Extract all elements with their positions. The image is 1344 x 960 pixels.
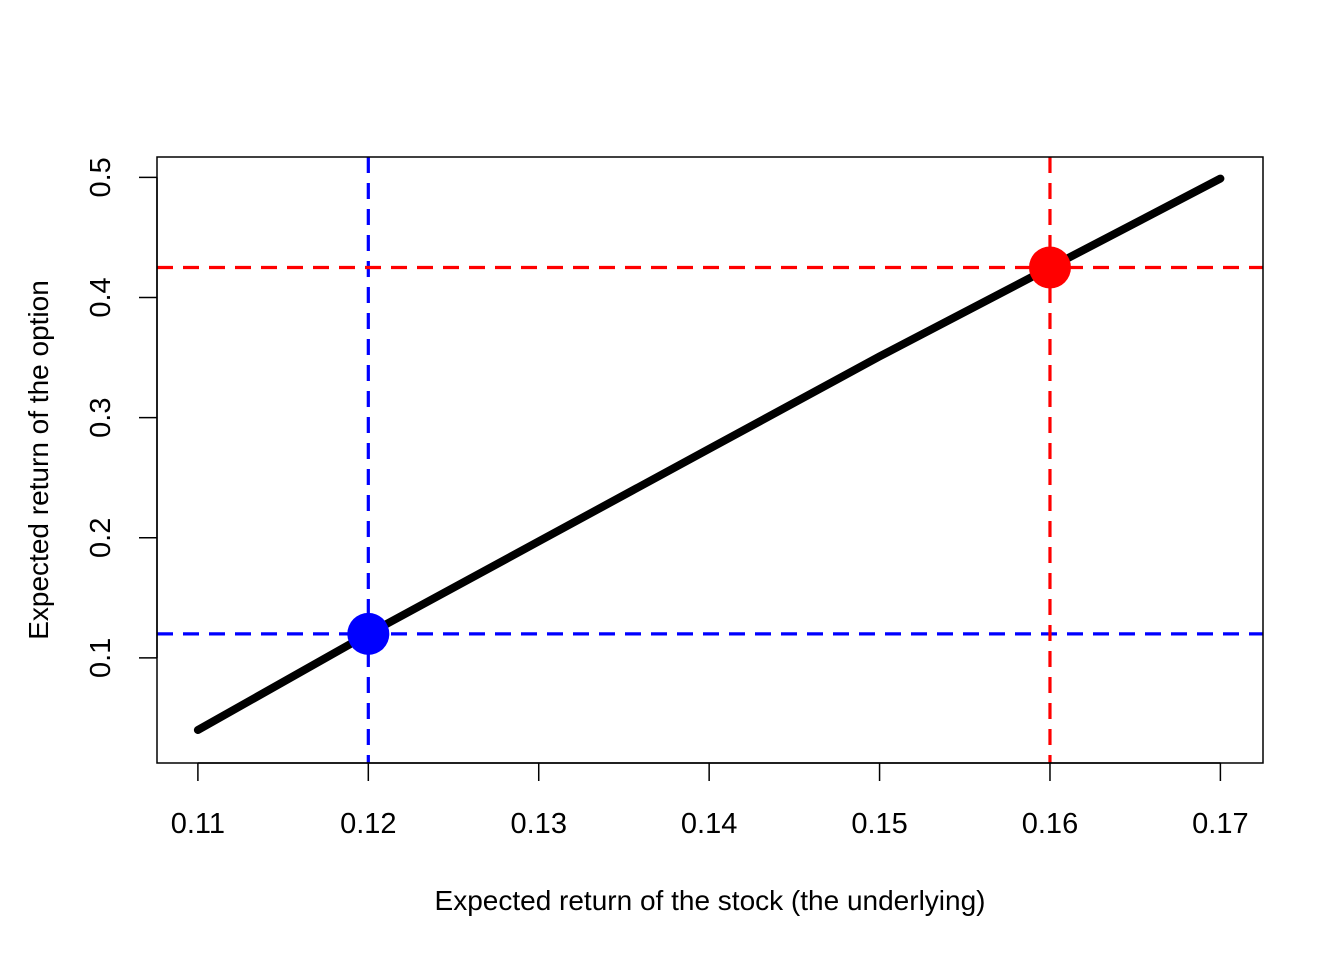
- x-tick-label: 0.15: [851, 808, 907, 840]
- y-axis: 0.1 0.2 0.3 0.4 0.5: [85, 157, 158, 678]
- plot-frame: [156, 156, 1264, 764]
- y-tick-label: 0.3: [85, 398, 117, 438]
- plot-area: [157, 157, 1263, 763]
- x-tick-label: 0.14: [681, 808, 737, 840]
- x-axis: 0.11 0.12 0.13 0.14 0.15 0.16 0.17: [171, 762, 1249, 840]
- x-axis-title: Expected return of the stock (the underl…: [435, 885, 986, 916]
- x-tick-label: 0.16: [1022, 808, 1078, 840]
- y-tick-label: 0.2: [85, 518, 117, 558]
- data-point-0: [347, 612, 390, 655]
- x-tick-label: 0.11: [171, 808, 225, 840]
- y-tick-label: 0.5: [85, 157, 117, 197]
- y-axis-title: Expected return of the option: [23, 280, 54, 640]
- x-tick-label: 0.13: [511, 808, 567, 840]
- y-tick-label: 0.1: [85, 638, 117, 678]
- x-tick-label: 0.12: [340, 808, 396, 840]
- data-point-1: [1028, 246, 1071, 289]
- y-tick-label: 0.4: [85, 277, 117, 317]
- x-tick-label: 0.17: [1192, 808, 1248, 840]
